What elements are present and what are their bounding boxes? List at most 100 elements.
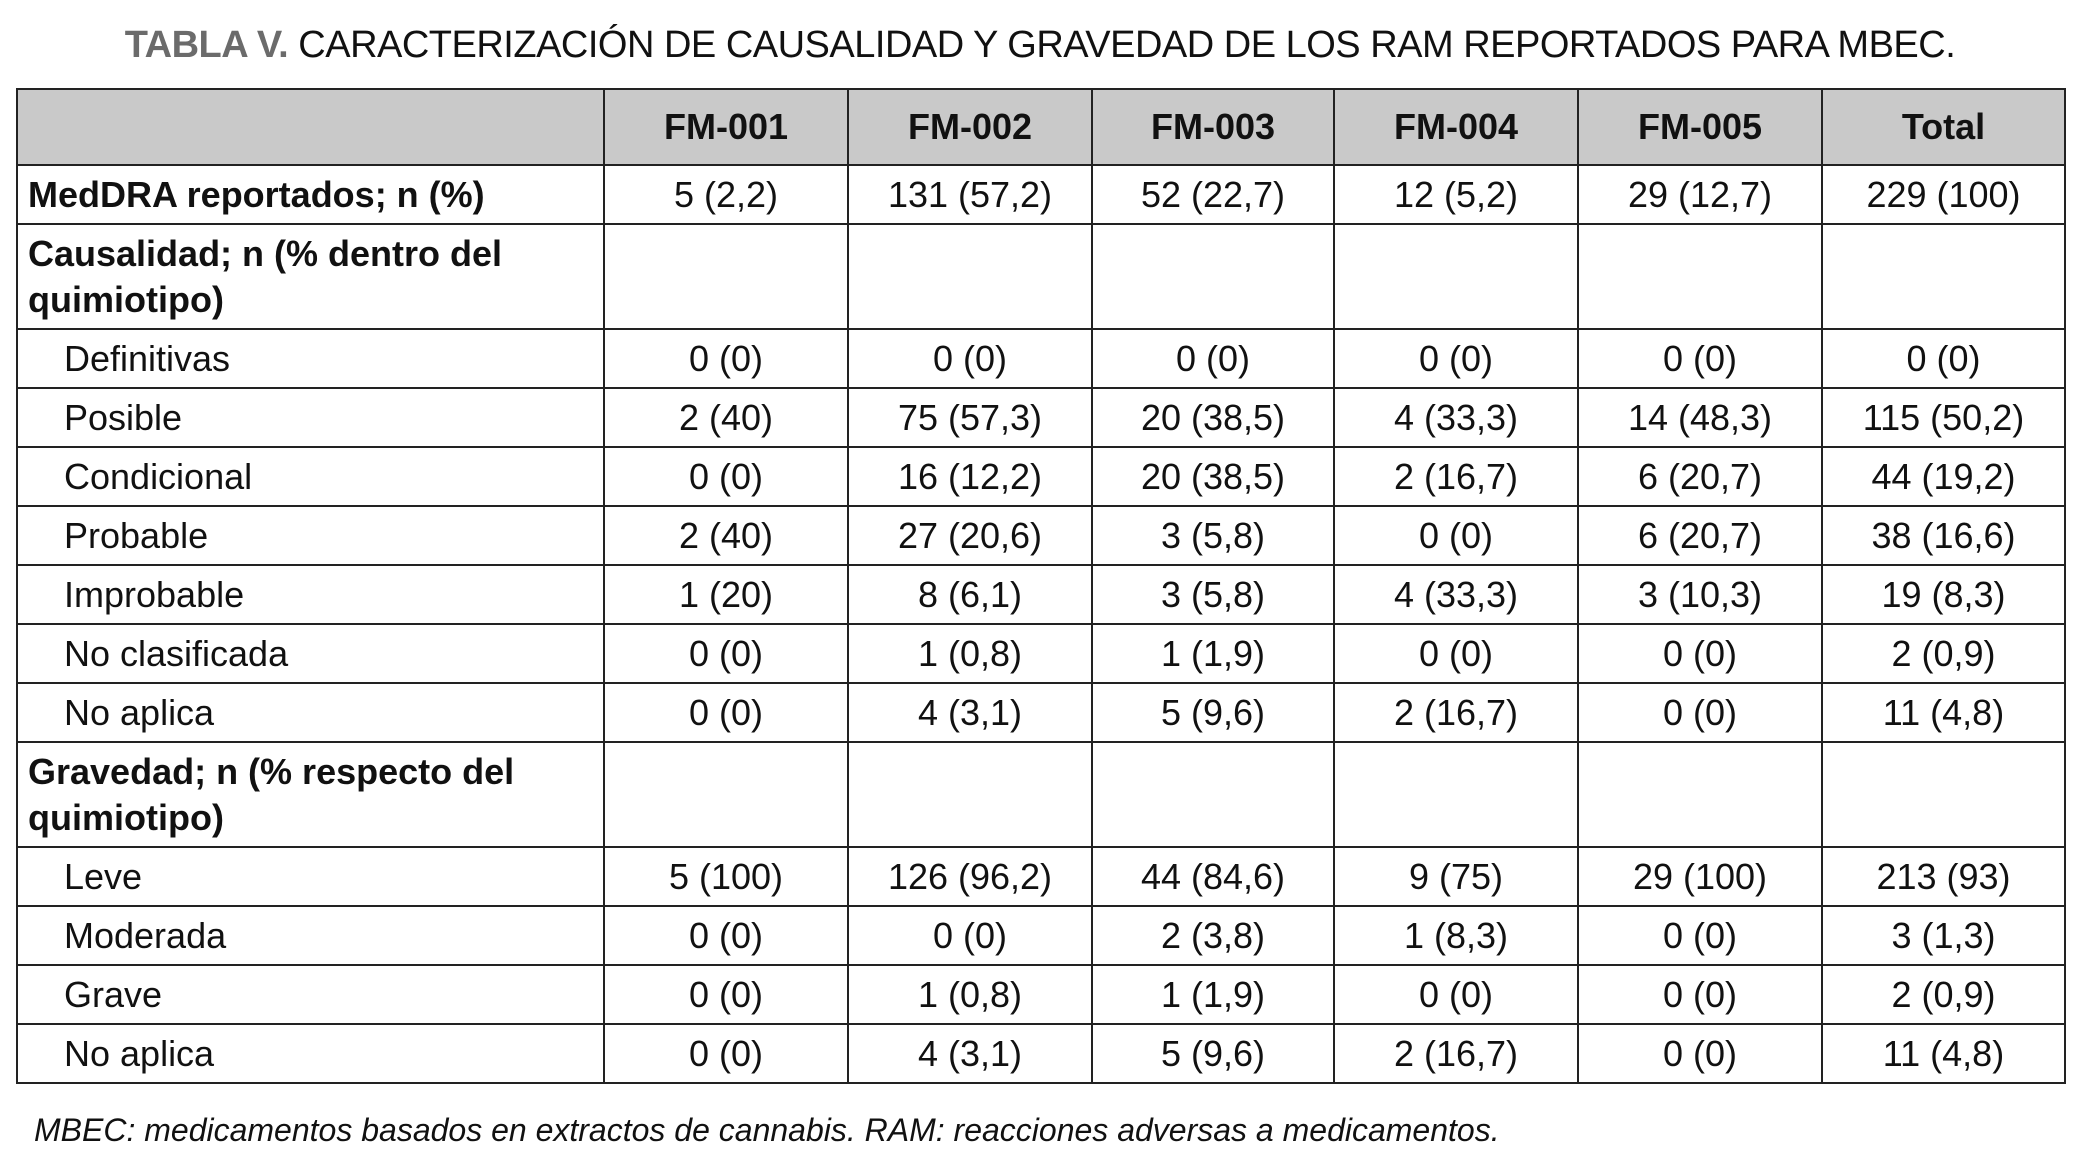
table-cell: 29 (100)	[1577, 846, 1823, 907]
table-cell: 2 (16,7)	[1333, 682, 1579, 743]
table-cell: 6 (20,7)	[1577, 446, 1823, 507]
table-cell: 16 (12,2)	[847, 446, 1093, 507]
table-cell: 1 (0,8)	[847, 623, 1093, 684]
table-row: Grave 0 (0) 1 (0,8) 1 (1,9) 0 (0) 0 (0) 2 (0,9…	[16, 964, 2066, 1025]
table-cell: 2 (16,7)	[1333, 1023, 1579, 1084]
table-cell: 2 (40)	[603, 387, 849, 448]
table-cell: 0 (0)	[1577, 964, 1823, 1025]
table-cell: 229 (100)	[1821, 164, 2066, 225]
table-row: Moderada 0 (0) 0 (0) 2 (3,8) 1 (8,3) 0 (0) 3 (…	[16, 905, 2066, 966]
table-cell: 0 (0)	[1577, 905, 1823, 966]
table-cell: 4 (3,1)	[847, 682, 1093, 743]
table-cell: 2 (0,9)	[1821, 623, 2066, 684]
table-cell: 52 (22,7)	[1091, 164, 1335, 225]
table-cell: 0 (0)	[603, 905, 849, 966]
row-label: Leve	[16, 846, 605, 907]
table-cell: 1 (20)	[603, 564, 849, 625]
table-cell: 0 (0)	[1577, 328, 1823, 389]
table-cell: 0 (0)	[847, 328, 1093, 389]
table-row: Improbable 1 (20) 8 (6,1) 3 (5,8) 4 (33,3) 3 …	[16, 564, 2066, 625]
table-cell	[1333, 741, 1579, 848]
column-header: Total	[1821, 88, 2066, 166]
row-label: No aplica	[16, 1023, 605, 1084]
table-cell: 0 (0)	[603, 328, 849, 389]
table-row: No aplica 0 (0) 4 (3,1) 5 (9,6) 2 (16,7) 0 (0…	[16, 682, 2066, 743]
table-cell: 9 (75)	[1333, 846, 1579, 907]
table-row: Definitivas 0 (0) 0 (0) 0 (0) 0 (0) 0 (0) 0 (0…	[16, 328, 2066, 389]
row-label: No aplica	[16, 682, 605, 743]
table-cell: 2 (16,7)	[1333, 446, 1579, 507]
table-cell: 0 (0)	[1821, 328, 2066, 389]
table-cell: 5 (9,6)	[1091, 682, 1335, 743]
table-cell	[1821, 223, 2066, 330]
table-cell: 5 (2,2)	[603, 164, 849, 225]
table-cell: 4 (3,1)	[847, 1023, 1093, 1084]
table-title: TABLA V. CARACTERIZACIÓN DE CAUSALIDAD Y…	[0, 24, 2080, 67]
row-label: No clasificada	[16, 623, 605, 684]
table-cell: 2 (0,9)	[1821, 964, 2066, 1025]
table-cell	[603, 741, 849, 848]
table-cell: 1 (8,3)	[1333, 905, 1579, 966]
table-cell: 29 (12,7)	[1577, 164, 1823, 225]
table-cell: 2 (40)	[603, 505, 849, 566]
column-header: FM-002	[847, 88, 1093, 166]
table-cell: 3 (5,8)	[1091, 505, 1335, 566]
row-label: Probable	[16, 505, 605, 566]
table-cell	[847, 741, 1093, 848]
row-label: Moderada	[16, 905, 605, 966]
table-cell: 27 (20,6)	[847, 505, 1093, 566]
column-header: FM-001	[603, 88, 849, 166]
table-cell: 3 (5,8)	[1091, 564, 1335, 625]
table-cell: 6 (20,7)	[1577, 505, 1823, 566]
row-label: Definitivas	[16, 328, 605, 389]
table-cell: 115 (50,2)	[1821, 387, 2066, 448]
table-cell	[1577, 223, 1823, 330]
table-cell	[1091, 223, 1335, 330]
table-cell	[1821, 741, 2066, 848]
header-row: FM-001 FM-002 FM-003 FM-004 FM-005 Total	[16, 88, 2066, 166]
table-cell: 126 (96,2)	[847, 846, 1093, 907]
table-cell: 0 (0)	[847, 905, 1093, 966]
table-row: Condicional 0 (0) 16 (12,2) 20 (38,5) 2 (16,…	[16, 446, 2066, 507]
table-cell: 0 (0)	[1577, 682, 1823, 743]
data-table: FM-001 FM-002 FM-003 FM-004 FM-005 Total MedD…	[16, 88, 2066, 1084]
row-label: Posible	[16, 387, 605, 448]
row-label: Grave	[16, 964, 605, 1025]
row-label: Gravedad; n (% respecto del quimiotipo)	[16, 741, 605, 848]
table-cell: 1 (1,9)	[1091, 964, 1335, 1025]
table-cell: 75 (57,3)	[847, 387, 1093, 448]
table-cell: 44 (84,6)	[1091, 846, 1335, 907]
table-cell: 213 (93)	[1821, 846, 2066, 907]
table-cell: 4 (33,3)	[1333, 387, 1579, 448]
table-cell: 0 (0)	[603, 446, 849, 507]
row-label: Causalidad; n (% dentro del quimiotipo)	[16, 223, 605, 330]
table-cell: 19 (8,3)	[1821, 564, 2066, 625]
row-label: Condicional	[16, 446, 605, 507]
table-row: Probable 2 (40) 27 (20,6) 3 (5,8) 0 (0) 6 (20…	[16, 505, 2066, 566]
table-cell: 1 (1,9)	[1091, 623, 1335, 684]
table-cell: 12 (5,2)	[1333, 164, 1579, 225]
table-cell: 0 (0)	[1333, 328, 1579, 389]
table-cell: 0 (0)	[1577, 1023, 1823, 1084]
table-cell: 14 (48,3)	[1577, 387, 1823, 448]
table-cell: 11 (4,8)	[1821, 1023, 2066, 1084]
table-row: No aplica 0 (0) 4 (3,1) 5 (9,6) 2 (16,7) 0 (0…	[16, 1023, 2066, 1084]
table-cell: 0 (0)	[603, 623, 849, 684]
column-header: FM-005	[1577, 88, 1823, 166]
row-label: MedDRA reportados; n (%)	[16, 164, 605, 225]
table-row: Leve 5 (100) 126 (96,2) 44 (84,6) 9 (75) 29 (…	[16, 846, 2066, 907]
table-cell: 0 (0)	[1333, 623, 1579, 684]
row-label: Improbable	[16, 564, 605, 625]
table-cell: 0 (0)	[1333, 505, 1579, 566]
table-cell: 0 (0)	[1333, 964, 1579, 1025]
table-row: Posible 2 (40) 75 (57,3) 20 (38,5) 4 (33,3) 1…	[16, 387, 2066, 448]
table-cell	[1333, 223, 1579, 330]
table-row: Causalidad; n (% dentro del quimiotipo)	[16, 223, 2066, 330]
table-cell: 20 (38,5)	[1091, 446, 1335, 507]
table-cell: 1 (0,8)	[847, 964, 1093, 1025]
table-row: MedDRA reportados; n (%) 5 (2,2) 131 (57,2…	[16, 164, 2066, 225]
table-cell: 5 (9,6)	[1091, 1023, 1335, 1084]
table-cell	[847, 223, 1093, 330]
table-cell: 5 (100)	[603, 846, 849, 907]
table-cell: 0 (0)	[603, 964, 849, 1025]
